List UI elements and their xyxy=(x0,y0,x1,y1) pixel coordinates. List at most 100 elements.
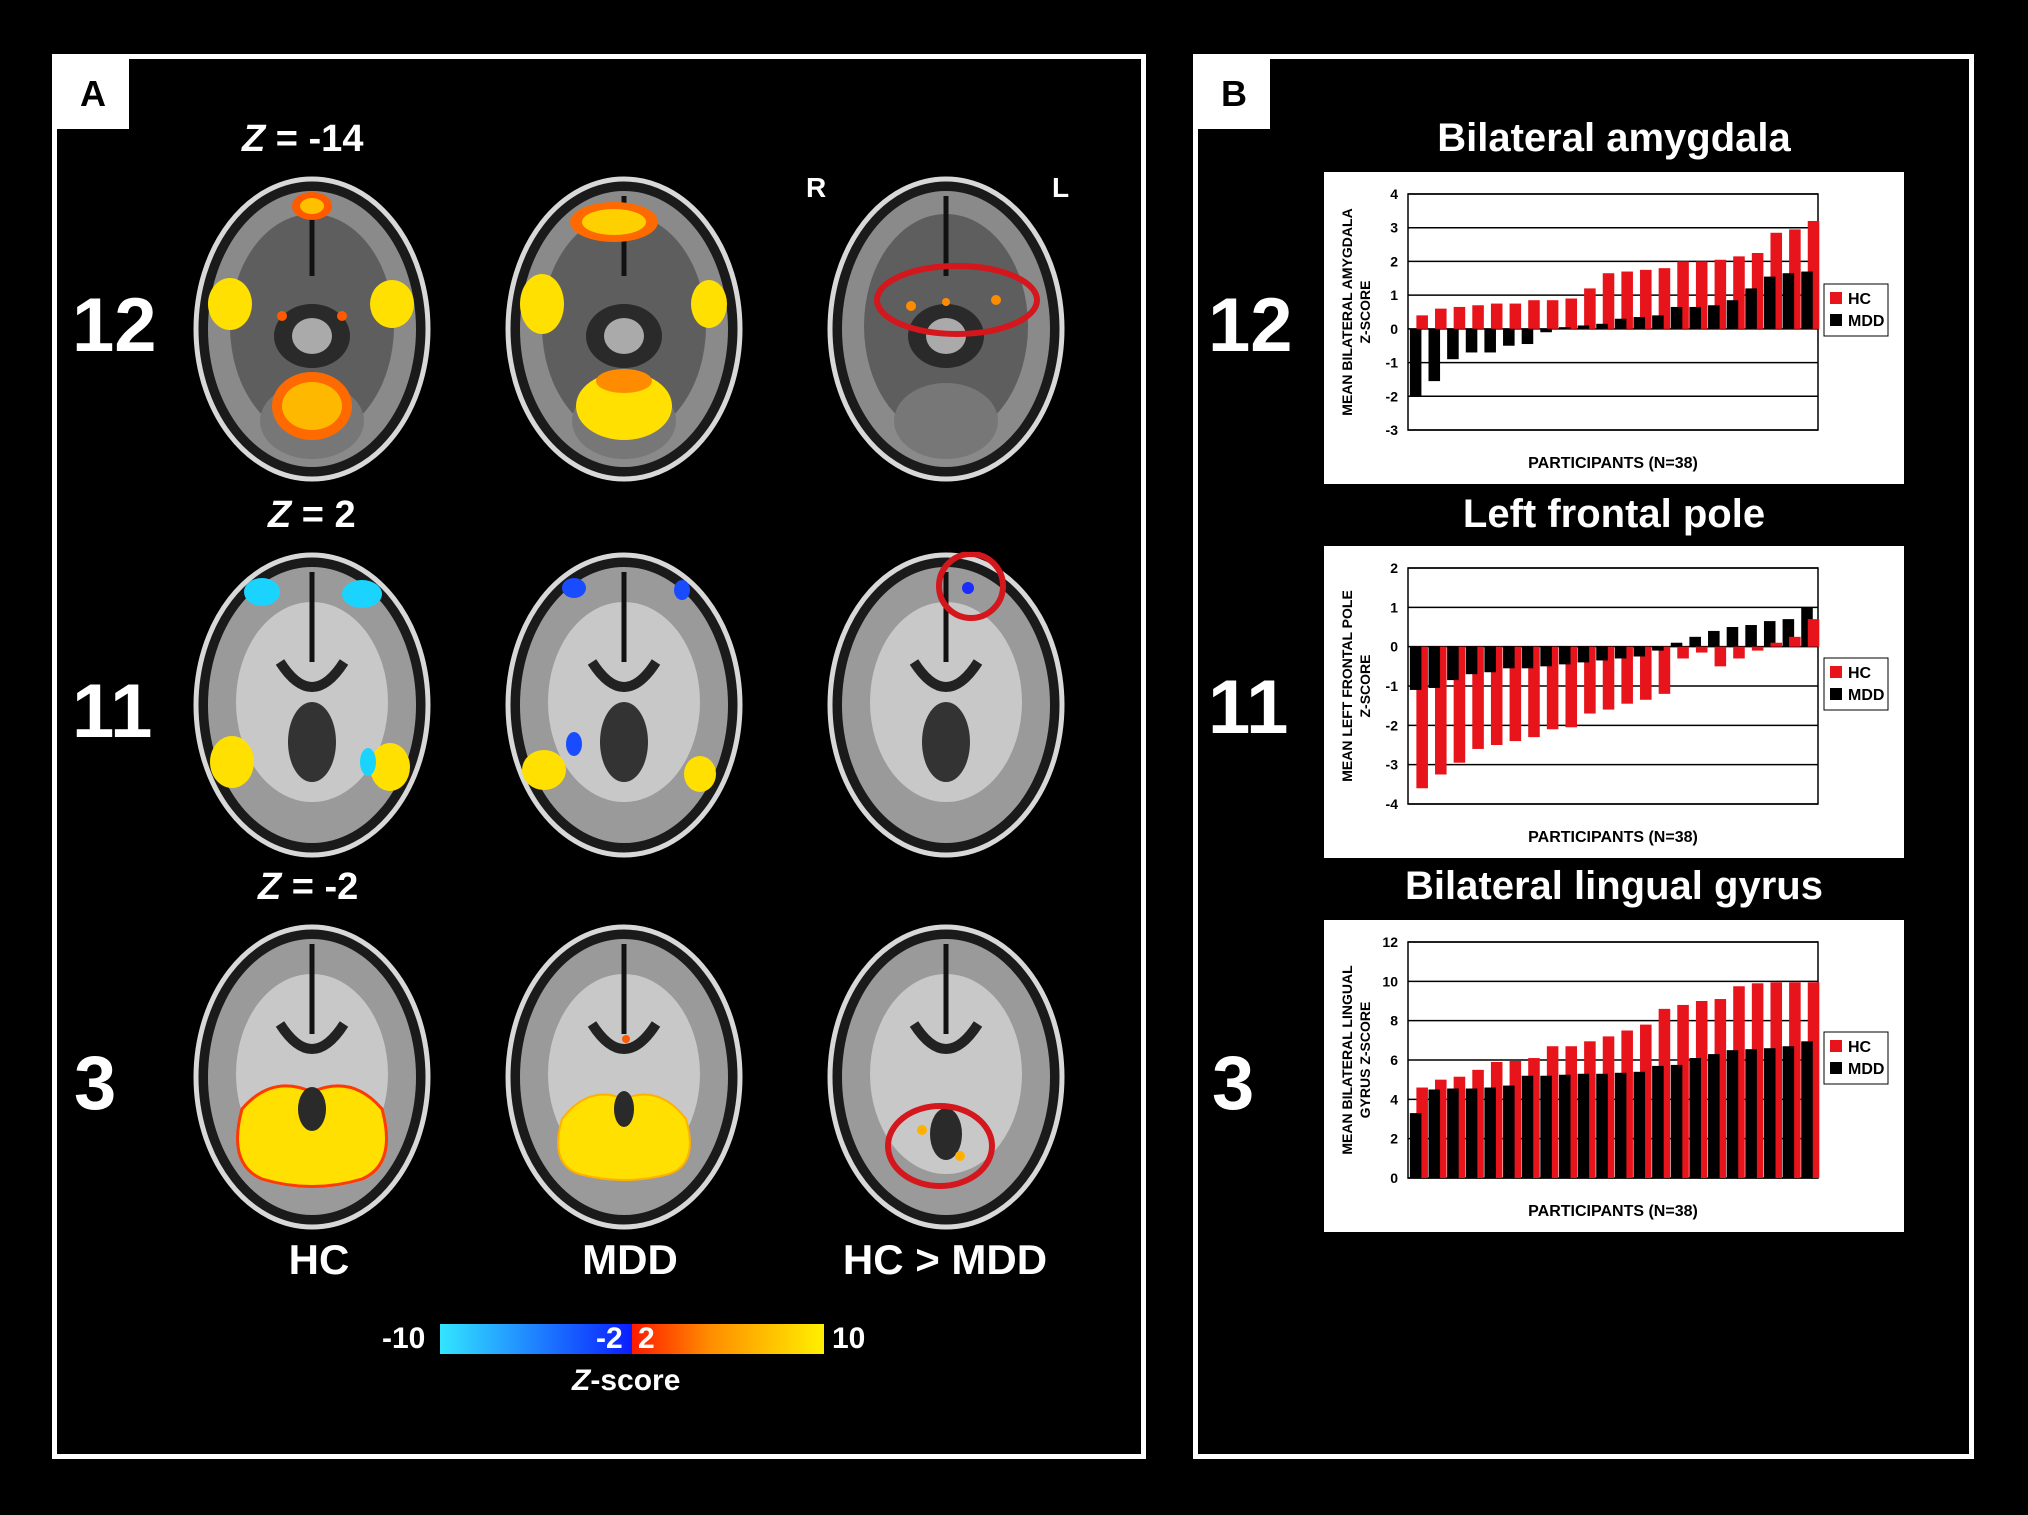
bar-mdd xyxy=(1428,646,1441,688)
column-label-hc-gt-mdd: HC > MDD xyxy=(842,1236,1048,1283)
chart-title-amygdala: Bilateral amygdala xyxy=(1437,116,1791,160)
bar-hc xyxy=(1435,308,1447,329)
legend-label-mdd: MDD xyxy=(1848,313,1884,330)
bar-hc xyxy=(1658,646,1671,694)
bar-mdd xyxy=(1521,646,1534,669)
chart-title-frontal-pole: Left frontal pole xyxy=(1462,492,1766,536)
bar-mdd xyxy=(1503,646,1515,669)
bar-hc xyxy=(1546,646,1559,730)
bar-hc xyxy=(1602,646,1615,710)
bar-mdd xyxy=(1689,1058,1701,1178)
y-axis-label: MEAN BILATERAL LINGUAL GYRUS Z-SCORE xyxy=(1339,965,1373,1155)
bar-hc xyxy=(1695,1001,1708,1178)
y-axis-label-line-2: Z-SCORE xyxy=(1357,655,1373,718)
bar-mdd xyxy=(1596,646,1608,661)
y-axis-label-line-2: Z-SCORE xyxy=(1357,281,1373,344)
bar-mdd xyxy=(1484,1087,1496,1178)
brain-slice-hc-gt-mdd-z2 xyxy=(827,552,1065,858)
brain-slice-mdd-z-2 xyxy=(505,924,743,1230)
bar-hc xyxy=(1677,261,1689,329)
legend-label-hc: HC xyxy=(1848,1039,1872,1056)
bar-hc xyxy=(1751,253,1764,329)
bar-mdd xyxy=(1558,646,1571,665)
bar-hc xyxy=(1807,982,1820,1178)
bar-hc xyxy=(1714,646,1727,667)
bar-mdd xyxy=(1633,317,1646,329)
colorbar-min-label: -10 xyxy=(382,1322,426,1355)
y-tick-label: -3 xyxy=(1386,422,1399,438)
legend-label-mdd: MDD xyxy=(1848,687,1884,704)
y-tick-label: 2 xyxy=(1390,253,1398,269)
bar-mdd xyxy=(1726,1050,1739,1178)
bar-hc xyxy=(1416,1087,1428,1178)
bar-mdd xyxy=(1708,630,1720,647)
bar-hc xyxy=(1416,315,1428,329)
bar-hc xyxy=(1546,1046,1559,1178)
y-tick-label: 6 xyxy=(1390,1052,1398,1068)
bar-hc xyxy=(1677,1004,1689,1178)
legend-swatch-hc xyxy=(1830,1040,1842,1052)
bar-mdd xyxy=(1465,1088,1478,1178)
bar-mdd xyxy=(1652,315,1664,329)
column-label-hc: HC xyxy=(288,1236,350,1283)
bar-hc xyxy=(1770,232,1783,329)
bar-mdd xyxy=(1409,1113,1422,1178)
bar-hc xyxy=(1565,298,1578,329)
bar-hc xyxy=(1677,646,1689,659)
row-number-11: 11 xyxy=(72,669,153,754)
bar-mdd xyxy=(1652,1065,1664,1178)
bar-mdd xyxy=(1726,300,1739,329)
bar-hc xyxy=(1453,1076,1466,1178)
bar-hc xyxy=(1789,636,1801,647)
bar-mdd xyxy=(1708,305,1720,329)
chart-lingual-gyrus: 0 2 4 6 8 10 12 MEAN BILATERAL LINGUAL GYRUS Z-S… xyxy=(1324,920,1904,1232)
orientation-left-label: L xyxy=(1052,172,1070,203)
y-axis-label: MEAN BILATERAL AMYGDALA Z-SCORE xyxy=(1339,208,1373,415)
bar-mdd xyxy=(1447,1088,1459,1178)
chart-title-lingual-gyrus: Bilateral lingual gyrus xyxy=(1405,864,1823,908)
legend-swatch-hc xyxy=(1830,666,1842,678)
bar-hc xyxy=(1528,1058,1540,1178)
bar-mdd xyxy=(1670,306,1683,329)
bar-hc xyxy=(1770,982,1783,1178)
bar-mdd xyxy=(1745,288,1757,329)
bar-mdd xyxy=(1577,1073,1590,1178)
bar-hc xyxy=(1658,268,1671,329)
bar-hc xyxy=(1640,646,1652,700)
panel-b-letter: B xyxy=(1198,59,1270,129)
bar-mdd xyxy=(1503,328,1515,346)
bar-mdd xyxy=(1689,306,1701,329)
brain-slice-mdd-z-14 xyxy=(505,176,743,482)
bar-hc xyxy=(1714,999,1727,1178)
bar-mdd xyxy=(1763,276,1776,329)
column-label-mdd: MDD xyxy=(582,1236,678,1283)
bar-hc xyxy=(1770,642,1783,647)
bar-mdd xyxy=(1708,1054,1720,1178)
bar-hc xyxy=(1546,300,1559,329)
bar-hc xyxy=(1751,983,1764,1178)
row-number-12: 12 xyxy=(72,283,157,368)
bar-hc xyxy=(1751,646,1764,651)
y-tick-label: 2 xyxy=(1390,1131,1398,1147)
bar-mdd xyxy=(1726,627,1739,647)
z-label-row-1: Z = -14 xyxy=(242,118,364,160)
bar-mdd xyxy=(1484,646,1496,673)
brain-slice-hc-gt-mdd-z-2 xyxy=(827,924,1065,1230)
bar-hc xyxy=(1472,1069,1484,1178)
y-tick-label: 4 xyxy=(1390,1091,1398,1107)
bar-mdd xyxy=(1428,328,1441,382)
x-axis-label: PARTICIPANTS (N=38) xyxy=(1528,829,1698,846)
bar-mdd xyxy=(1558,327,1571,329)
bar-hc xyxy=(1733,986,1745,1178)
legend-swatch-mdd xyxy=(1830,1062,1842,1074)
bar-hc xyxy=(1733,646,1745,659)
bar-hc xyxy=(1733,256,1745,329)
bar-mdd xyxy=(1596,323,1608,329)
legend-swatch-mdd xyxy=(1830,314,1842,326)
row-number-3: 3 xyxy=(74,1041,117,1126)
y-tick-label: 3 xyxy=(1390,220,1398,236)
bar-hc xyxy=(1472,305,1484,329)
panel-b-row-number-11: 11 xyxy=(1208,665,1289,750)
bar-mdd xyxy=(1801,607,1813,647)
brain-slice-hc-z-14 xyxy=(193,176,431,482)
